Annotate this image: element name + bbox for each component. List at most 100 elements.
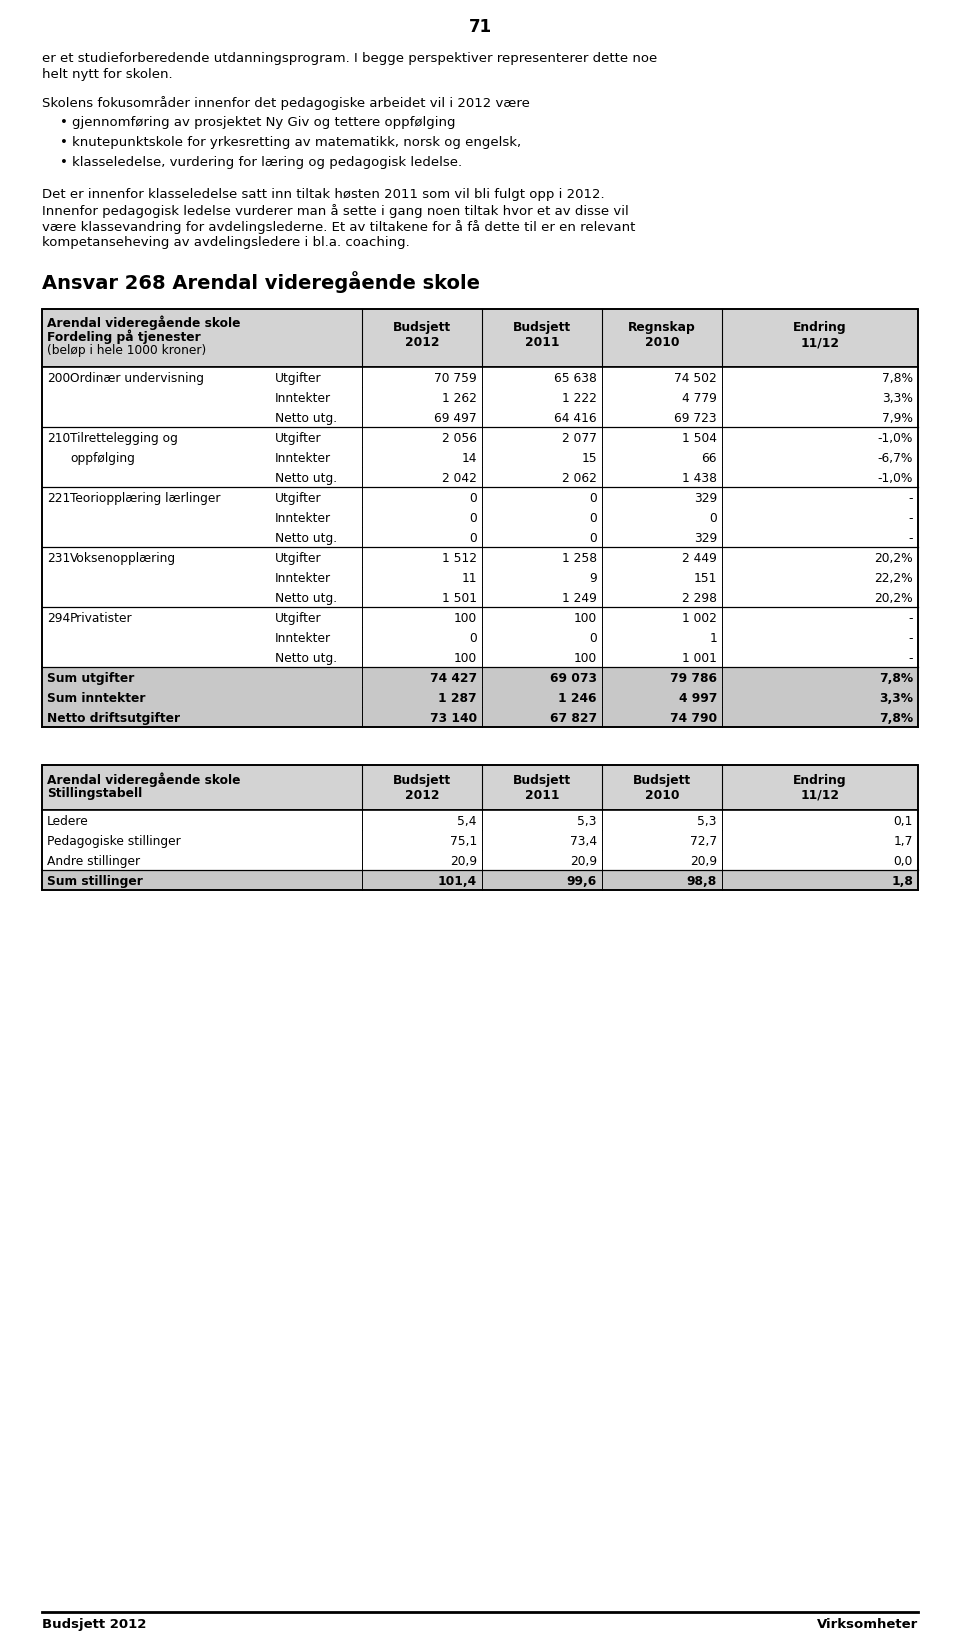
Text: 1 246: 1 246 xyxy=(559,691,597,705)
Text: 7,8%: 7,8% xyxy=(878,672,913,685)
Text: Endring: Endring xyxy=(793,774,847,787)
Text: 100: 100 xyxy=(454,652,477,665)
Text: 7,8%: 7,8% xyxy=(882,371,913,384)
Text: 71: 71 xyxy=(468,18,492,36)
Text: 2011: 2011 xyxy=(525,789,560,802)
Text: Skolens fokusområder innenfor det pedagogiske arbeidet vil i 2012 være: Skolens fokusområder innenfor det pedago… xyxy=(42,96,530,111)
Text: Utgifter: Utgifter xyxy=(275,432,322,446)
Text: 0: 0 xyxy=(589,512,597,525)
Bar xyxy=(42,627,918,647)
Text: 1,7: 1,7 xyxy=(894,835,913,848)
Text: oppfølging: oppfølging xyxy=(70,452,134,465)
Text: Sum stillinger: Sum stillinger xyxy=(47,874,143,888)
Text: 2010: 2010 xyxy=(645,789,680,802)
Text: Privatister: Privatister xyxy=(70,612,132,625)
Text: 2012: 2012 xyxy=(405,337,440,350)
Text: Netto utg.: Netto utg. xyxy=(275,652,337,665)
Text: -: - xyxy=(908,512,913,525)
Text: -1,0%: -1,0% xyxy=(877,432,913,446)
Text: -: - xyxy=(908,612,913,625)
Text: Pedagogiske stillinger: Pedagogiske stillinger xyxy=(47,835,180,848)
Text: 20,9: 20,9 xyxy=(690,855,717,868)
Text: 100: 100 xyxy=(574,612,597,625)
Text: 4 997: 4 997 xyxy=(679,691,717,705)
Text: 101,4: 101,4 xyxy=(438,874,477,888)
Text: Inntekter: Inntekter xyxy=(275,512,331,525)
Text: 1 512: 1 512 xyxy=(442,553,477,564)
Text: 1 262: 1 262 xyxy=(443,393,477,404)
Text: Det er innenfor klasseledelse satt inn tiltak høsten 2011 som vil bli fulgt opp : Det er innenfor klasseledelse satt inn t… xyxy=(42,188,605,201)
Text: Budsjett: Budsjett xyxy=(393,774,451,787)
Text: 7,9%: 7,9% xyxy=(882,412,913,426)
Bar xyxy=(42,587,918,607)
Text: Netto utg.: Netto utg. xyxy=(275,531,337,545)
Bar xyxy=(42,830,918,850)
Text: 2010: 2010 xyxy=(645,337,680,350)
Bar xyxy=(42,487,918,507)
Text: 1 002: 1 002 xyxy=(683,612,717,625)
Text: 221: 221 xyxy=(47,492,70,505)
Text: 200: 200 xyxy=(47,371,70,384)
Text: 2012: 2012 xyxy=(405,789,440,802)
Bar xyxy=(42,706,918,728)
Text: 7,8%: 7,8% xyxy=(878,713,913,724)
Text: Teoriopplæring lærlinger: Teoriopplæring lærlinger xyxy=(70,492,221,505)
Bar xyxy=(42,309,918,728)
Text: Netto utg.: Netto utg. xyxy=(275,412,337,426)
Text: 1 222: 1 222 xyxy=(563,393,597,404)
Bar xyxy=(42,388,918,408)
Text: Budsjett: Budsjett xyxy=(393,322,451,333)
Text: 210: 210 xyxy=(47,432,70,446)
Text: Inntekter: Inntekter xyxy=(275,393,331,404)
Text: Endring: Endring xyxy=(793,322,847,333)
Text: Ordinær undervisning: Ordinær undervisning xyxy=(70,371,204,384)
Text: Inntekter: Inntekter xyxy=(275,452,331,465)
Text: 5,3: 5,3 xyxy=(578,815,597,828)
Text: Utgifter: Utgifter xyxy=(275,492,322,505)
Text: Budsjett 2012: Budsjett 2012 xyxy=(42,1619,146,1630)
Text: 9: 9 xyxy=(589,573,597,586)
Text: 231: 231 xyxy=(47,553,70,564)
Text: 2 042: 2 042 xyxy=(443,472,477,485)
Text: 69 073: 69 073 xyxy=(550,672,597,685)
Text: 1 501: 1 501 xyxy=(442,592,477,606)
Text: 0: 0 xyxy=(469,492,477,505)
Text: 11/12: 11/12 xyxy=(801,789,839,802)
Text: 72,7: 72,7 xyxy=(690,835,717,848)
Text: 294: 294 xyxy=(47,612,70,625)
Text: •: • xyxy=(60,116,68,129)
Text: klasseledelse, vurdering for læring og pedagogisk ledelse.: klasseledelse, vurdering for læring og p… xyxy=(72,157,462,168)
Text: Sum inntekter: Sum inntekter xyxy=(47,691,146,705)
Text: 1 287: 1 287 xyxy=(439,691,477,705)
Text: 14: 14 xyxy=(462,452,477,465)
Text: 98,8: 98,8 xyxy=(686,874,717,888)
Text: 69 497: 69 497 xyxy=(434,412,477,426)
Text: 1 001: 1 001 xyxy=(683,652,717,665)
Bar xyxy=(42,447,918,467)
Text: 151: 151 xyxy=(694,573,717,586)
Text: være klassevandring for avdelingslederne. Et av tiltakene for å få dette til er : være klassevandring for avdelingslederne… xyxy=(42,219,636,234)
Text: Innenfor pedagogisk ledelse vurderer man å sette i gang noen tiltak hvor et av d: Innenfor pedagogisk ledelse vurderer man… xyxy=(42,205,629,218)
Text: 0: 0 xyxy=(589,632,597,645)
Text: 73,4: 73,4 xyxy=(570,835,597,848)
Text: Netto utg.: Netto utg. xyxy=(275,592,337,606)
Text: 65 638: 65 638 xyxy=(554,371,597,384)
Text: 1 258: 1 258 xyxy=(562,553,597,564)
Text: Utgifter: Utgifter xyxy=(275,612,322,625)
Text: kompetanseheving av avdelingsledere i bl.a. coaching.: kompetanseheving av avdelingsledere i bl… xyxy=(42,236,410,249)
Text: •: • xyxy=(60,135,68,148)
Text: 329: 329 xyxy=(694,531,717,545)
Bar xyxy=(42,850,918,870)
Text: 2 056: 2 056 xyxy=(442,432,477,446)
Text: Budsjett: Budsjett xyxy=(513,774,571,787)
Text: 15: 15 xyxy=(582,452,597,465)
Text: helt nytt for skolen.: helt nytt for skolen. xyxy=(42,68,173,81)
Text: Inntekter: Inntekter xyxy=(275,632,331,645)
Text: 5,3: 5,3 xyxy=(698,815,717,828)
Text: 4 779: 4 779 xyxy=(683,393,717,404)
Text: 20,2%: 20,2% xyxy=(875,592,913,606)
Text: 1,8: 1,8 xyxy=(891,874,913,888)
Bar xyxy=(42,810,918,830)
Bar xyxy=(42,408,918,427)
Text: Netto utg.: Netto utg. xyxy=(275,472,337,485)
